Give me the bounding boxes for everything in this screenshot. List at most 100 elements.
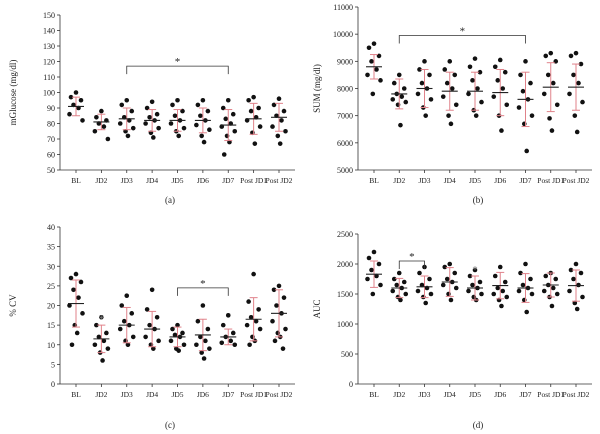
y-tick-label: 1500 — [337, 290, 353, 299]
data-point — [73, 90, 79, 95]
data-point — [194, 122, 199, 128]
data-point — [200, 303, 206, 308]
data-point — [479, 291, 484, 297]
data-point — [125, 133, 131, 139]
data-point — [444, 276, 450, 282]
data-point — [253, 318, 259, 324]
panel-2: 0 5 10 15 20 25 30 35 40 BL JD2 JD3 JD4 JD5 JD6 JD7 Post… — [8, 223, 295, 430]
data-point — [399, 94, 405, 99]
data-point — [448, 121, 454, 127]
data-point — [549, 128, 555, 133]
data-point — [175, 97, 180, 103]
data-point — [198, 113, 203, 119]
data-point — [576, 282, 581, 288]
significance-bracket — [398, 35, 526, 44]
data-point — [194, 342, 199, 348]
data-point — [71, 287, 76, 293]
data-point — [524, 148, 529, 154]
x-tick-label: Post JD1 — [537, 390, 564, 399]
x-tick-label: Post JD1 — [537, 176, 564, 185]
y-tick-label: 30 — [47, 262, 55, 271]
data-point — [541, 288, 547, 294]
data-point — [99, 108, 104, 114]
data-point — [572, 300, 578, 306]
data-point — [366, 255, 372, 261]
data-point — [283, 326, 288, 332]
data-point — [151, 346, 156, 351]
y-tick-label: 90 — [47, 104, 55, 113]
data-point — [497, 264, 503, 270]
data-point — [518, 270, 523, 276]
data-point — [391, 80, 397, 86]
data-point — [244, 322, 250, 328]
data-point — [543, 273, 549, 279]
data-point — [547, 116, 552, 121]
y-tick-label: 20 — [47, 302, 55, 311]
data-point — [398, 122, 403, 128]
data-point — [419, 80, 425, 86]
panel-0: 50 60 70 80 90 100 110 120 130 140 150 BL JD2 JD3 JD4 J… — [8, 11, 295, 205]
data-point — [502, 279, 508, 285]
panel-1: 5000 6000 7000 8000 9000 10000 11000 BL JD2 JD3 JD… — [312, 3, 592, 205]
data-point — [181, 342, 187, 348]
data-point — [195, 318, 201, 324]
data-point — [504, 294, 510, 300]
data-point — [69, 342, 75, 348]
data-point — [568, 267, 574, 273]
data-point — [252, 141, 258, 146]
y-tick-label: 1000 — [337, 320, 353, 329]
x-tick-label: JD7 — [519, 176, 531, 185]
data-point — [248, 108, 254, 114]
y-tick-label: 7000 — [337, 112, 353, 121]
x-tick-label: Post JD2 — [563, 176, 590, 185]
significance-bracket — [177, 287, 229, 296]
data-point — [176, 348, 181, 353]
data-point — [281, 108, 287, 114]
x-tick-label: JD7 — [222, 176, 234, 185]
data-point — [80, 118, 85, 123]
data-point — [94, 322, 99, 328]
panel-3: 0 500 1000 1500 2000 2500 BL JD2 JD3 JD4 JD5 JD6 JD7… — [312, 230, 592, 430]
x-tick-label: JD2 — [393, 176, 405, 185]
data-point — [543, 53, 549, 59]
data-point — [76, 295, 81, 300]
data-point — [444, 80, 450, 86]
data-point — [571, 276, 576, 282]
data-point — [271, 287, 277, 293]
data-point — [576, 80, 581, 86]
data-point — [257, 326, 263, 332]
y-tick-label: 5000 — [337, 166, 353, 175]
data-point — [176, 133, 181, 139]
data-point — [472, 267, 478, 273]
data-point — [447, 59, 453, 64]
data-point — [578, 270, 584, 276]
data-point — [277, 141, 283, 146]
data-point — [117, 121, 123, 126]
data-point — [232, 128, 238, 134]
x-tick-label: JD6 — [197, 390, 209, 399]
x-tick-label: JD4 — [146, 390, 158, 399]
data-point — [121, 318, 127, 324]
y-tick-label: 6000 — [337, 139, 353, 148]
y-tick-label: 60 — [47, 151, 55, 160]
y-tick-label: 500 — [341, 350, 353, 359]
data-point — [172, 113, 178, 119]
x-tick-label: JD2 — [95, 390, 107, 399]
data-point — [477, 279, 483, 285]
x-tick-label: JD3 — [418, 176, 430, 185]
y-tick-label: 25 — [47, 282, 55, 291]
data-point — [80, 311, 85, 316]
data-point — [495, 78, 501, 83]
data-point — [281, 295, 287, 300]
data-point — [201, 356, 207, 361]
data-point — [473, 113, 479, 118]
data-point — [423, 300, 429, 306]
data-point — [205, 326, 211, 332]
data-point — [428, 291, 434, 297]
y-tick-label: 9000 — [337, 57, 353, 66]
data-point — [156, 125, 161, 131]
data-point — [390, 97, 396, 102]
data-point — [151, 135, 156, 140]
significance-star: * — [99, 313, 105, 325]
